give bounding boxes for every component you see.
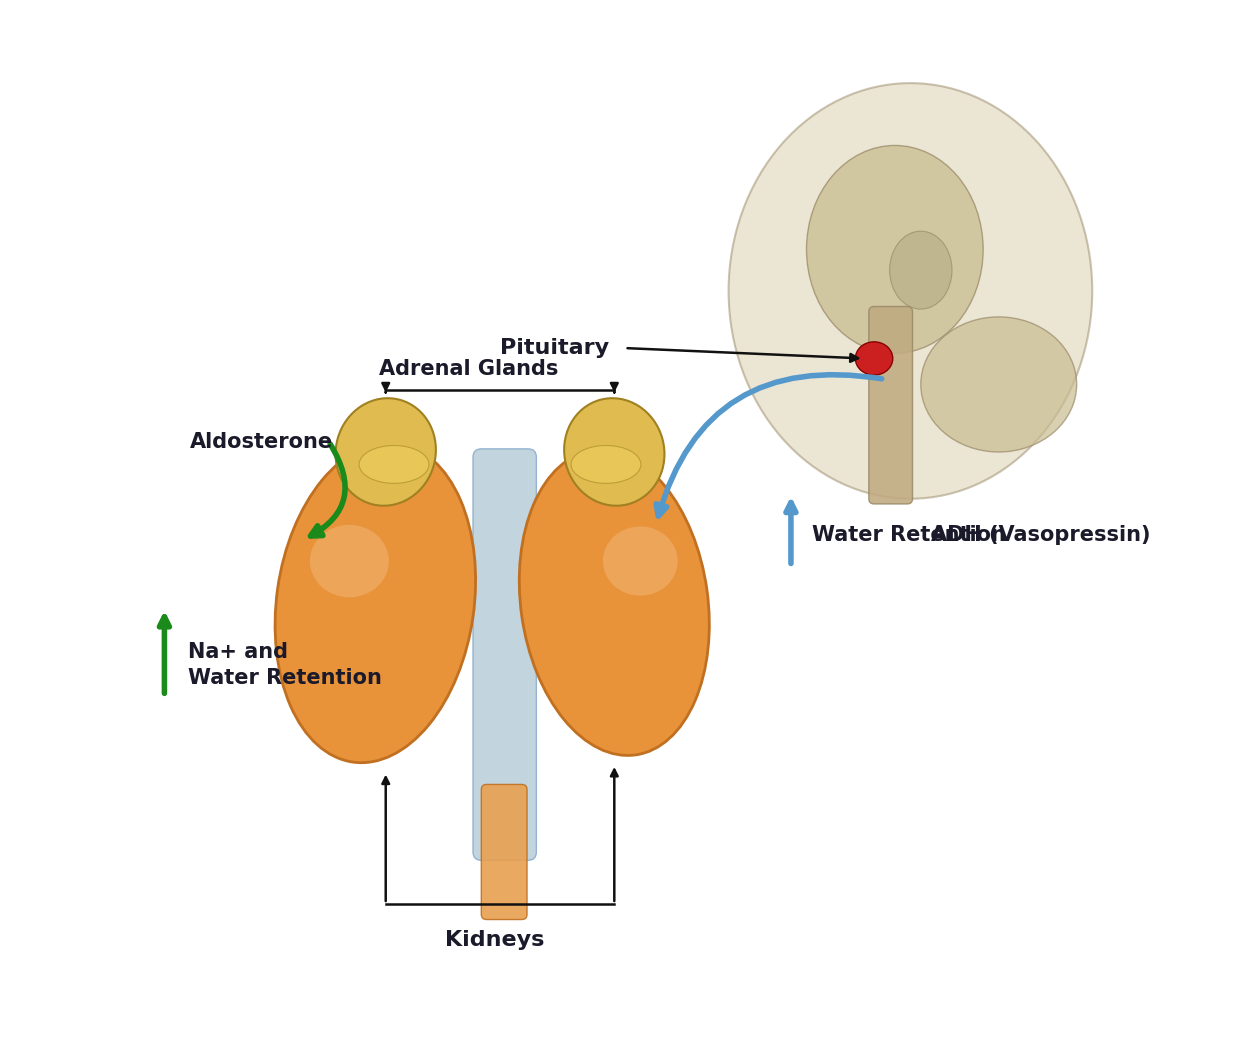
Text: Water Retention: Water Retention [812, 525, 1006, 545]
FancyBboxPatch shape [481, 784, 527, 920]
Ellipse shape [275, 443, 476, 763]
Text: Aldosterone: Aldosterone [190, 431, 332, 452]
Ellipse shape [564, 398, 664, 506]
Text: Adrenal Glands: Adrenal Glands [379, 359, 559, 379]
Text: ADH (Vasopressin): ADH (Vasopressin) [932, 525, 1151, 545]
Text: Kidneys: Kidneys [445, 930, 544, 951]
Ellipse shape [729, 83, 1093, 499]
Ellipse shape [921, 317, 1077, 452]
Text: Na+ and
Water Retention: Na+ and Water Retention [188, 642, 382, 688]
Ellipse shape [807, 145, 984, 353]
Ellipse shape [890, 232, 952, 310]
FancyBboxPatch shape [473, 449, 536, 860]
Ellipse shape [603, 527, 678, 595]
Ellipse shape [359, 446, 429, 483]
Ellipse shape [336, 398, 436, 506]
Ellipse shape [571, 446, 641, 483]
Ellipse shape [519, 450, 710, 755]
Ellipse shape [310, 525, 389, 597]
Ellipse shape [855, 342, 893, 375]
Text: Pituitary: Pituitary [501, 338, 610, 358]
FancyBboxPatch shape [869, 307, 912, 504]
